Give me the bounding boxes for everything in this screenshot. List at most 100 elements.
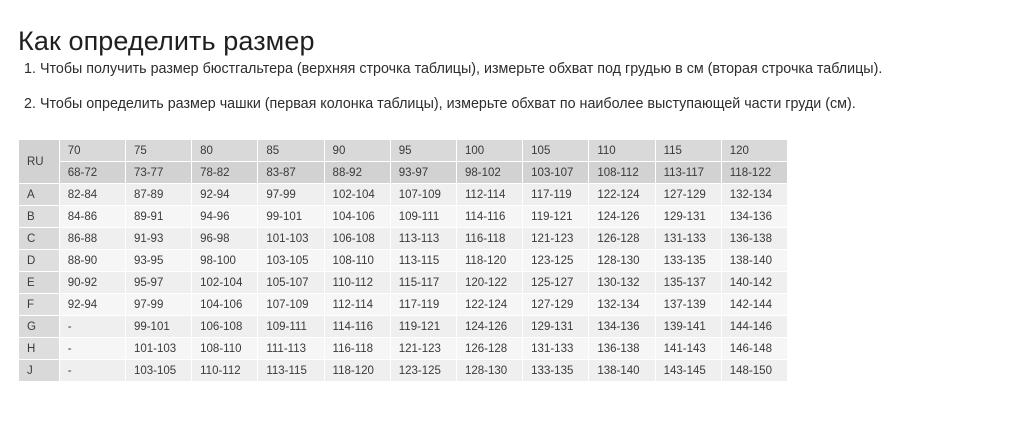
- table-cell: 106-108: [191, 315, 259, 338]
- row-label-cup: E: [18, 271, 60, 294]
- table-cell: 128-130: [455, 359, 524, 382]
- table-cell: 97-99: [257, 183, 325, 206]
- table-cell: 139-141: [654, 315, 722, 338]
- table-cell: 102-104: [191, 271, 259, 294]
- table-cell: 112-114: [455, 183, 524, 206]
- table-cell: 126-128: [455, 337, 524, 360]
- table-cell: 128-130: [588, 249, 656, 272]
- table-cell: 106-108: [323, 227, 391, 250]
- table-cell: 127-129: [654, 183, 722, 206]
- table-cell: 137-139: [654, 293, 722, 316]
- table-header-row-underbust: 68-72 73-77 78-82 83-87 88-92 93-97 98-1…: [19, 161, 789, 184]
- header-underbust-cell: 88-92: [323, 161, 391, 184]
- table-cell: 138-140: [720, 249, 789, 272]
- table-row: B 84-86 89-91 94-96 99-101 104-106 109-1…: [18, 205, 789, 228]
- row-label-cup: H: [18, 337, 60, 360]
- table-cell: 136-138: [588, 337, 656, 360]
- table-cell: 142-144: [720, 293, 789, 316]
- list-item-number: 1.: [24, 61, 36, 77]
- table-cell: 129-131: [522, 315, 590, 338]
- table-cell: 125-127: [522, 271, 590, 294]
- header-size-cell: 120: [720, 139, 789, 162]
- table-row: F 92-94 97-99 104-106 107-109 112-114 11…: [18, 293, 789, 316]
- table-cell: 116-118: [323, 337, 391, 360]
- header-underbust-cell: 103-107: [522, 161, 590, 184]
- table-row: J - 103-105 110-112 113-115 118-120 123-…: [18, 359, 789, 382]
- table-cell: 92-94: [191, 183, 259, 206]
- row-label-cup: A: [18, 183, 60, 206]
- list-item: 2. Чтобы определить размер чашки (первая…: [18, 95, 1008, 113]
- table-cell: 143-145: [654, 359, 722, 382]
- table-cell: 99-101: [257, 205, 325, 228]
- table-cell: -: [58, 337, 126, 360]
- table-cell: 134-136: [720, 205, 789, 228]
- header-size-cell: 95: [389, 139, 457, 162]
- size-table-container: RU 70 75 80 85 90 95 100 105 110 115 120…: [18, 139, 789, 382]
- table-cell: 96-98: [191, 227, 259, 250]
- table-cell: 133-135: [522, 359, 590, 382]
- table-cell: 122-124: [588, 183, 656, 206]
- table-cell: 109-111: [257, 315, 325, 338]
- header-underbust-cell: 113-117: [654, 161, 722, 184]
- table-cell: 114-116: [455, 205, 524, 228]
- table-cell: 120-122: [455, 271, 524, 294]
- table-cell: 101-103: [124, 337, 193, 360]
- header-size-cell: 90: [323, 139, 391, 162]
- table-cell: 90-92: [58, 271, 126, 294]
- table-cell: 104-106: [323, 205, 391, 228]
- page-title: Как определить размер: [18, 26, 315, 57]
- table-cell: 124-126: [455, 315, 524, 338]
- table-cell: 122-124: [455, 293, 524, 316]
- row-label-cup: D: [18, 249, 60, 272]
- table-row: A 82-84 87-89 92-94 97-99 102-104 107-10…: [18, 183, 789, 206]
- table-cell: 132-134: [588, 293, 656, 316]
- header-underbust-cell: 73-77: [124, 161, 193, 184]
- table-cell: 132-134: [720, 183, 789, 206]
- table-cell: 114-116: [323, 315, 391, 338]
- table-cell: 136-138: [720, 227, 789, 250]
- table-cell: 110-112: [323, 271, 391, 294]
- row-label-cup: C: [18, 227, 60, 250]
- table-cell: 117-119: [522, 183, 590, 206]
- header-underbust-cell: 118-122: [720, 161, 789, 184]
- table-cell: 94-96: [191, 205, 259, 228]
- table-cell: 103-105: [124, 359, 193, 382]
- table-header-row-sizes: RU 70 75 80 85 90 95 100 105 110 115 120: [18, 139, 789, 184]
- table-cell: 134-136: [588, 315, 656, 338]
- row-label-cup: F: [18, 293, 60, 316]
- table-cell: 130-132: [588, 271, 656, 294]
- table-cell: 87-89: [124, 183, 193, 206]
- table-cell: 117-119: [389, 293, 457, 316]
- table-cell: 141-143: [654, 337, 722, 360]
- table-cell: 108-110: [323, 249, 391, 272]
- table-row: G - 99-101 106-108 109-111 114-116 119-1…: [18, 315, 789, 338]
- row-label-cup: J: [18, 359, 60, 382]
- table-cell: 127-129: [522, 293, 590, 316]
- table-cell: 105-107: [257, 271, 325, 294]
- table-cell: 113-115: [389, 249, 457, 272]
- table-cell: 118-120: [455, 249, 524, 272]
- table-cell: 89-91: [124, 205, 193, 228]
- table-cell: 84-86: [58, 205, 126, 228]
- list-item-text: Чтобы получить размер бюстгальтера (верх…: [40, 61, 883, 77]
- table-cell: 133-135: [654, 249, 722, 272]
- table-cell: 102-104: [323, 183, 391, 206]
- table-cell: 115-117: [389, 271, 457, 294]
- table-cell: 121-123: [522, 227, 590, 250]
- list-item-number: 2.: [24, 96, 36, 112]
- table-cell: -: [58, 315, 126, 338]
- table-row: D 88-90 93-95 98-100 103-105 108-110 113…: [18, 249, 789, 272]
- table-cell: 103-105: [257, 249, 325, 272]
- table-cell: 124-126: [588, 205, 656, 228]
- list-item: 1. Чтобы получить размер бюстгальтера (в…: [18, 60, 1008, 78]
- table-cell: 109-111: [389, 205, 457, 228]
- table-cell: 146-148: [720, 337, 789, 360]
- table-cell: 131-133: [522, 337, 590, 360]
- header-underbust-cell: 83-87: [257, 161, 325, 184]
- table-cell: 91-93: [124, 227, 193, 250]
- table-cell: 93-95: [124, 249, 193, 272]
- table-corner-label: RU: [18, 139, 60, 184]
- size-chart-table: RU 70 75 80 85 90 95 100 105 110 115 120…: [18, 139, 789, 382]
- table-row: C 86-88 91-93 96-98 101-103 106-108 113-…: [18, 227, 789, 250]
- table-cell: 101-103: [257, 227, 325, 250]
